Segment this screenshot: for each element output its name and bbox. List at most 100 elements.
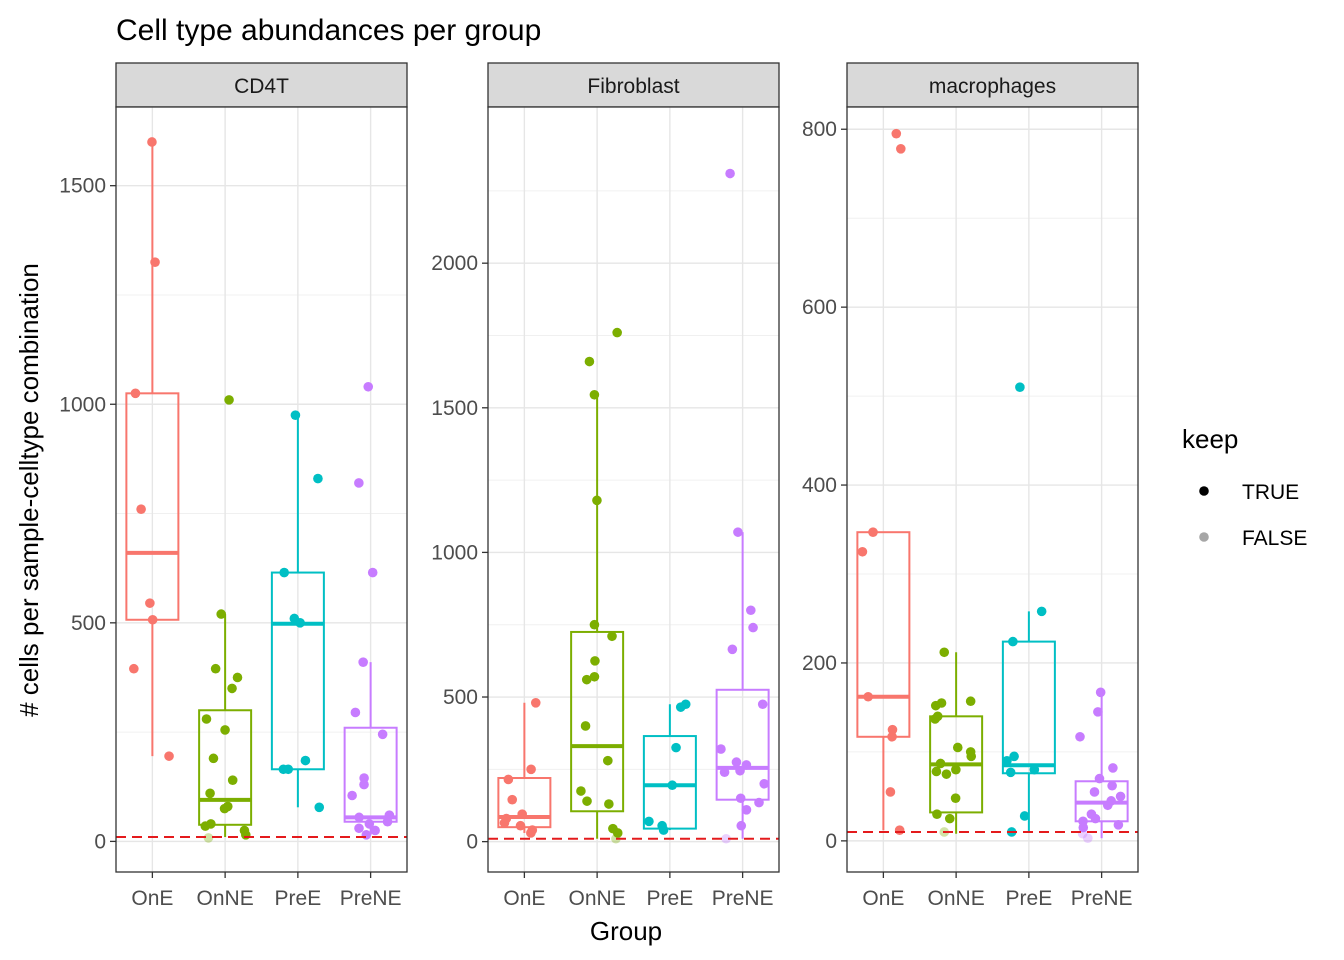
y-tick-label: 1000 [431,541,478,564]
y-tick-label: 800 [802,118,837,141]
data-point [515,820,526,831]
data-point [589,619,600,630]
data-point [1093,707,1103,717]
data-point [227,775,238,785]
panel-border [846,106,1139,873]
data-point [580,721,591,731]
data-point [530,698,541,708]
data-point [727,644,738,655]
data-point [951,764,961,775]
data-point [759,778,770,789]
data-point [931,766,942,777]
box-body [1001,640,1056,775]
data-point [224,395,234,405]
data-point [499,818,510,828]
data-point [164,751,174,761]
data-point [658,825,669,835]
data-point [232,672,243,683]
data-point [885,787,896,797]
data-point [1009,751,1019,762]
data-point [582,796,592,806]
data-point [1002,756,1012,766]
chart-title: Cell type abundances per group [116,14,541,47]
data-point [1095,687,1106,698]
data-point [227,683,237,694]
data-point [1102,800,1113,811]
data-point [314,802,325,813]
data-point [733,527,743,537]
y-tick-label: 0 [94,830,106,853]
panel-border [115,106,408,873]
data-point [1094,773,1105,784]
y-tick-label: 0 [466,831,478,854]
data-point [1075,731,1085,742]
data-point [857,546,868,557]
data-point [611,833,621,844]
panel-background [847,107,1138,872]
panel-strip [846,62,1139,108]
panel-strip-label: macrophages [929,75,1056,98]
data-point [145,598,155,608]
data-point [364,819,375,829]
data-point [671,742,681,753]
panel-cd4t: CD4T 0 500 1000 1500 OnE OnNE PreE PreNE [59,62,408,910]
data-point [584,356,595,367]
box-body [270,571,325,771]
data-point [363,381,374,392]
data-point [147,614,158,625]
x-tick-label: OnE [862,887,904,910]
y-tick-label: 200 [802,652,837,675]
x-tick-label: OnE [131,887,173,910]
data-point [581,674,592,685]
legend-key-true [1199,486,1209,496]
data-point [203,833,214,843]
panel-strip [115,62,408,108]
y-tick-label: 500 [443,686,478,709]
data-point [935,758,946,769]
data-point [1090,813,1101,824]
data-point [731,757,742,767]
data-point [240,830,251,840]
data-point [1019,811,1030,821]
data-point [517,809,527,819]
data-point [576,786,586,796]
data-point [736,820,747,831]
data-point [1005,767,1016,778]
y-tick-label: 0 [825,830,837,853]
data-point [347,790,357,801]
data-point [278,764,289,775]
data-point [503,774,514,785]
legend-title: keep [1182,424,1238,454]
data-point [354,478,364,488]
x-tick-label: OnNE [197,887,254,910]
box-body [642,735,697,830]
data-point [205,788,215,799]
y-tick-label: 600 [802,296,837,319]
data-point [150,257,160,267]
data-point [358,657,368,667]
data-point [216,609,227,619]
data-point [966,751,977,762]
x-tick-label: PreNE [1071,887,1133,910]
data-point [930,714,940,724]
x-tick-label: PreE [1006,887,1053,910]
box-body [570,630,625,813]
x-tick-label: PreE [647,887,694,910]
data-point [719,767,730,778]
box-body [856,531,911,738]
data-point [863,691,873,702]
data-point [644,816,654,827]
data-point [526,764,536,775]
legend-key-false [1199,532,1209,542]
data-point [201,714,212,724]
data-point [607,631,617,642]
data-point [208,753,219,764]
data-point [741,805,752,815]
x-tick-label: OnE [503,887,545,910]
data-point [300,755,311,766]
y-tick-label: 1000 [59,393,106,416]
y-tick-label: 500 [71,612,106,635]
data-point [939,647,950,658]
